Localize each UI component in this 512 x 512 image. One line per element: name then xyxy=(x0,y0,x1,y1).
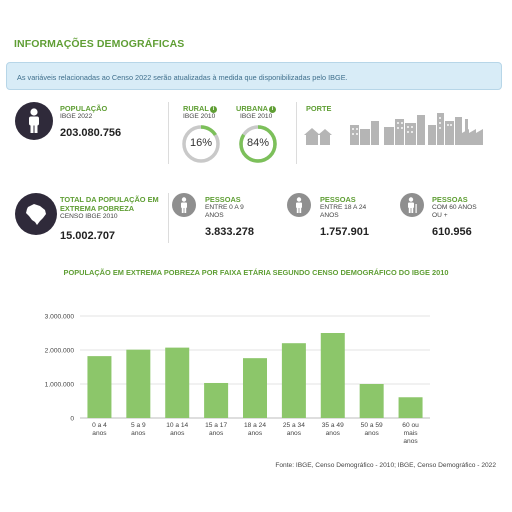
divider xyxy=(168,102,169,164)
urbana-ring-svg xyxy=(239,125,277,163)
x-tick-label: 50 a 59 anos xyxy=(361,422,383,437)
pessoas-0-9-value: 3.833.278 xyxy=(205,226,254,238)
pessoas-60-value: 610.956 xyxy=(432,226,472,238)
urbana-label: URBANA i xyxy=(236,104,277,113)
y-tick-label: 1.000.000 xyxy=(45,382,75,389)
bar xyxy=(87,356,112,418)
x-tick-label: 10 a 14 anos xyxy=(166,422,188,437)
populacao-value: 203.080.756 xyxy=(60,127,122,139)
pessoas-60-label: PESSOAS xyxy=(432,195,468,204)
y-tick-label: 3.000.000 xyxy=(45,314,75,321)
section-title: INFORMAÇÕES DEMOGRÁFICAS xyxy=(14,38,185,50)
pobreza-value: 15.002.707 xyxy=(60,230,116,242)
porte-label: PORTE xyxy=(306,104,332,113)
pessoas-18-24-label: PESSOAS xyxy=(320,195,356,204)
x-tick-label: 25 a 34 anos xyxy=(283,422,305,437)
city-size-icons xyxy=(304,113,484,147)
x-tick-label: 18 a 24 anos xyxy=(244,422,266,437)
rural-ring-fill xyxy=(182,125,220,163)
info-icon[interactable]: i xyxy=(269,106,277,113)
x-tick-label: 35 a 49 anos xyxy=(322,422,344,437)
source-note: Fonte: IBGE, Censo Demográfico - 2010; I… xyxy=(275,462,496,469)
x-tick-label: 0 a 4 anos xyxy=(92,422,107,437)
bar xyxy=(204,382,229,418)
rural-percent: 16% xyxy=(189,137,213,149)
bar xyxy=(398,397,423,418)
y-tick-label: 0 xyxy=(70,416,74,423)
populacao-label: POPULAÇÃO xyxy=(60,104,108,113)
person-icon xyxy=(15,102,53,140)
pobreza-source: CENSO IBGE 2010 xyxy=(60,213,118,220)
pessoas-18-24-value: 1.757.901 xyxy=(320,226,369,238)
populacao-source: IBGE 2022 xyxy=(60,113,93,120)
x-axis-labels: 0 a 4 anos 5 a 9 anos 10 a 14 anos 15 a 17 anos… xyxy=(92,422,419,445)
urbana-percent: 84% xyxy=(246,137,270,149)
x-tick-label: 15 a 17 anos xyxy=(205,422,227,437)
urbana-ring-fill xyxy=(239,125,277,163)
urbana-source: IBGE 2010 xyxy=(240,113,273,120)
census-update-banner: As variáveis relacionadas ao Censo 2022 … xyxy=(6,62,502,90)
pessoas-0-9-sub: ENTRE 0 A 9 ANOS xyxy=(205,204,244,219)
pessoas-0-9-label: PESSOAS xyxy=(205,195,241,204)
person-icon xyxy=(287,193,311,217)
chart-title: POPULAÇÃO EM EXTREMA POBREZA POR FAIXA E… xyxy=(63,268,449,277)
rural-label: RURAL i xyxy=(183,104,217,113)
bar xyxy=(281,343,306,418)
bar xyxy=(126,349,151,418)
pobreza-label: TOTAL DA POPULAÇÃO EM EXTREMA POBREZA xyxy=(60,195,159,213)
divider xyxy=(168,193,169,243)
urbana-ring: 84% xyxy=(238,124,278,164)
y-tick-label: 2.000.000 xyxy=(45,348,75,355)
chart-bars xyxy=(87,333,423,418)
rural-ring-svg xyxy=(182,125,220,163)
pessoas-60-sub: COM 60 ANOS OU + xyxy=(432,204,477,219)
brazil-map-icon xyxy=(15,193,57,235)
info-icon[interactable]: i xyxy=(209,106,217,113)
bar xyxy=(320,333,345,418)
person-icon xyxy=(172,193,196,217)
divider xyxy=(296,102,297,164)
bar xyxy=(243,358,267,418)
bar xyxy=(165,347,190,418)
elderly-person-icon xyxy=(400,193,424,217)
pessoas-18-24-sub: ENTRE 18 A 24 ANOS xyxy=(320,204,367,219)
bar xyxy=(359,384,384,418)
y-axis-labels: 0 1.000.000 2.000.000 3.000.000 xyxy=(45,314,75,423)
x-tick-label: 60 ou mais anos xyxy=(402,422,419,445)
rural-ring: 16% xyxy=(181,124,221,164)
age-group-bar-chart: 0 1.000.000 2.000.000 3.000.000 0 a 4 anos 5 … xyxy=(45,314,430,445)
rural-source: IBGE 2010 xyxy=(183,113,216,120)
x-tick-label: 5 a 9 anos xyxy=(131,422,146,437)
